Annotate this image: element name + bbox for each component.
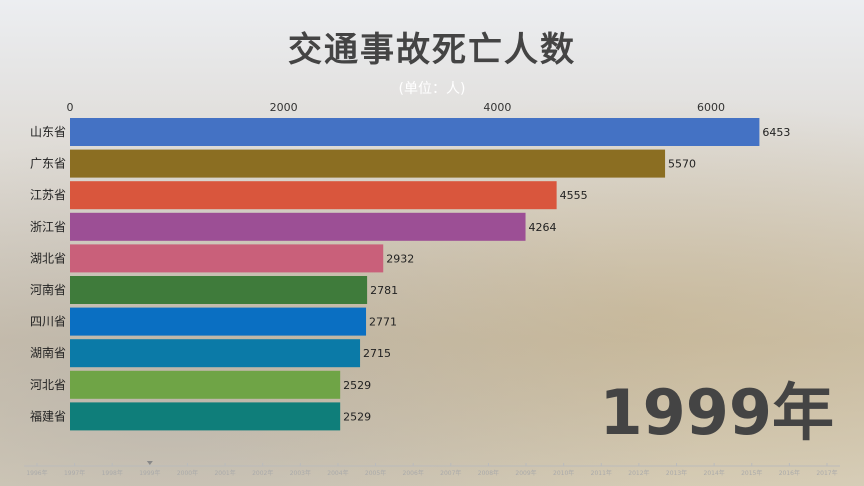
timeline-year[interactable]: 2004年 [327,469,348,477]
data-label: 2781 [370,284,398,297]
category-label: 福建省 [30,408,66,423]
timeline-year[interactable]: 2007年 [440,469,461,477]
timeline-year[interactable]: 2015年 [741,469,762,477]
timeline-year[interactable]: 2017年 [816,469,837,477]
timeline-year[interactable]: 2011年 [591,469,612,477]
current-year-label: 1999年 [599,376,834,449]
timeline-year[interactable]: 2010年 [553,469,574,477]
timeline-year[interactable]: 2016年 [779,469,800,477]
bar-6 [70,276,368,304]
category-label: 四川省 [30,315,66,329]
timeline-year[interactable]: 1996年 [26,469,47,477]
x-tick-label: 4000 [483,101,511,114]
data-label: 4264 [529,221,557,234]
category-label: 湖南省 [30,345,66,360]
bar-5 [70,244,384,273]
chart-subtitle: (单位：人) [398,81,466,97]
data-label: 2529 [343,379,371,392]
timeline-year[interactable]: 2001年 [214,469,235,477]
timeline-year[interactable]: 2009年 [515,469,536,477]
timeline-year[interactable]: 1998年 [102,469,123,477]
category-label: 江苏省 [30,188,66,202]
chart-title: 交通事故死亡人数 [288,30,576,70]
bar-7 [70,307,367,336]
x-tick-label: 6000 [697,101,725,114]
timeline-year[interactable]: 2012年 [628,469,649,477]
data-label: 2715 [363,347,391,360]
bar-2 [70,149,666,178]
timeline-year[interactable]: 2002年 [252,469,273,477]
timeline-year[interactable]: 2006年 [403,469,424,477]
bar-1 [70,118,760,146]
category-label: 浙江省 [30,220,66,234]
data-label: 6453 [762,126,790,139]
timeline-year[interactable]: 1999年 [139,469,160,477]
timeline-year[interactable]: 2000年 [177,469,198,477]
timeline-year[interactable]: 2005年 [365,469,386,477]
category-label: 河北省 [30,378,66,392]
bar-9 [70,370,341,399]
category-label: 河南省 [30,282,66,297]
data-label: 5570 [668,158,696,171]
data-label: 2529 [343,410,371,423]
timeline-year[interactable]: 1997年 [64,469,85,477]
bar-10 [70,402,341,431]
category-label: 山东省 [30,125,66,139]
x-tick-label: 2000 [270,101,298,114]
data-label: 4555 [560,189,588,202]
timeline-marker[interactable] [146,461,153,465]
bar-3 [70,181,557,210]
category-label: 广东省 [30,157,66,171]
timeline-year[interactable]: 2013年 [666,469,687,477]
data-label: 2932 [386,252,414,265]
timeline-year[interactable]: 2003年 [290,469,311,477]
timeline-year[interactable]: 2014年 [704,469,725,477]
x-tick-label: 0 [67,101,74,114]
bar-4 [70,212,526,241]
bar-8 [70,339,361,368]
timeline-year[interactable]: 2008年 [478,469,499,477]
category-label: 湖北省 [30,250,66,265]
data-label: 2771 [369,316,397,329]
